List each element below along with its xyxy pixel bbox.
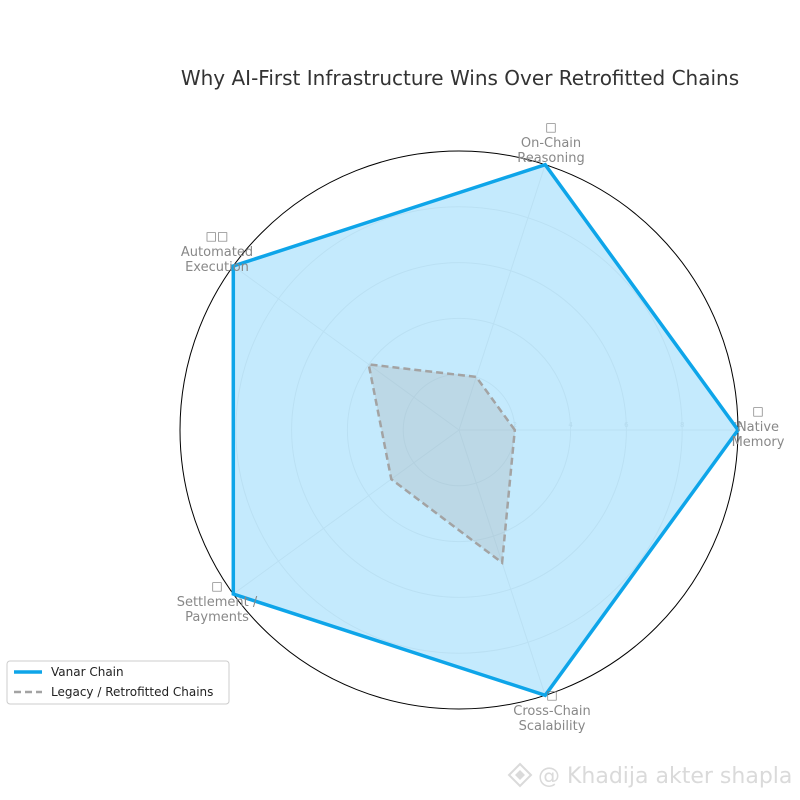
watermark-text: @ Khadija akter shapla <box>538 764 792 789</box>
axis-label: Settlement / <box>177 595 258 610</box>
axis-icon: □ <box>546 688 557 702</box>
legend-frame <box>6 660 230 705</box>
axis-icon: □ <box>211 579 222 593</box>
axis-label: Execution <box>185 260 249 275</box>
legend-label: Vanar Chain <box>51 665 124 679</box>
axis-label: Automated <box>181 245 253 260</box>
axis-labels: □NativeMemory□On-ChainReasoning□□Automat… <box>177 120 785 734</box>
axis-label: Scalability <box>519 719 586 734</box>
axis-label: On-Chain <box>521 136 581 151</box>
axis-icon: □□ <box>206 229 229 243</box>
series-vanar-chain-polygon <box>231 162 741 698</box>
axis-label: Memory <box>732 435 785 450</box>
binance-icon <box>507 762 533 788</box>
axis-icon: □ <box>545 120 556 134</box>
axis-label: Reasoning <box>517 151 584 166</box>
legend: Vanar Chain Legacy / Retrofitted Chains <box>6 660 230 705</box>
legend-label: Legacy / Retrofitted Chains <box>51 685 213 699</box>
chart-title: Why AI-First Infrastructure Wins Over Re… <box>181 66 739 90</box>
tick-label: 10 <box>734 421 743 429</box>
series-layer <box>231 162 741 698</box>
watermark: @ Khadija akter shapla <box>507 762 792 789</box>
series-legacy-chains-polygon <box>367 362 517 566</box>
axis-label: Payments <box>185 610 249 625</box>
axis-label: Native <box>737 420 779 435</box>
axis-icon: □ <box>752 404 763 418</box>
axis-label: Cross-Chain <box>513 704 590 719</box>
